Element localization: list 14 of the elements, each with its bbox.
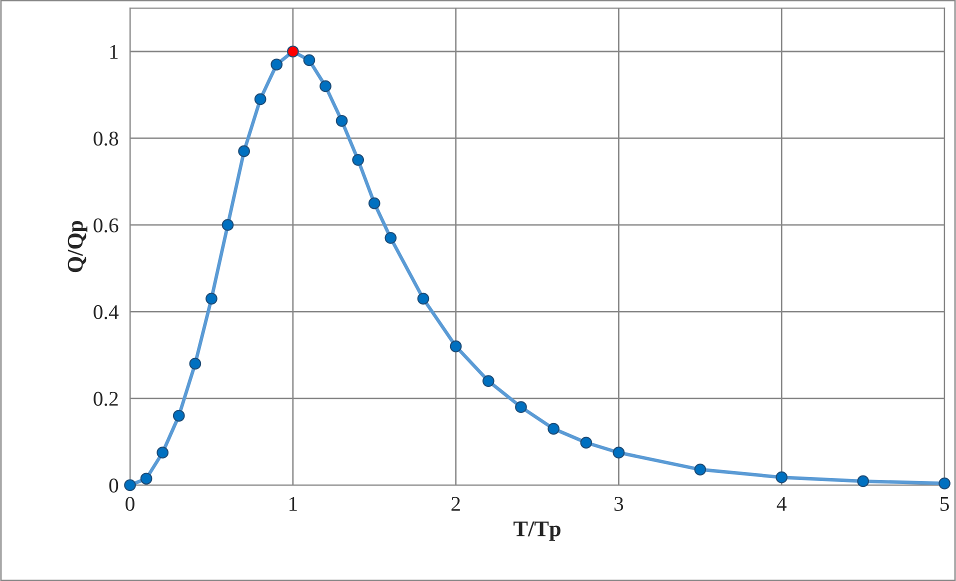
y-tick-label: 0.6 [94,218,118,232]
y-tick-label: 1 [110,44,118,59]
y-tick-label: 0 [109,478,118,493]
x-tick-label: 2 [452,496,460,511]
x-tick-label: 1 [290,496,297,511]
y-tick-label: 0.2 [94,392,118,406]
x-axis-title: T/Tp [514,521,560,541]
x-tick-label: 0 [126,496,134,511]
y-tick-label: 0.8 [94,132,118,146]
x-tick-label: 3 [614,496,624,511]
y-axis-title: Q/Qp [68,220,88,272]
y-tick-label: 0.4 [94,305,119,320]
x-tick-label: 4 [776,496,787,511]
x-tick-label: 5 [940,497,949,511]
